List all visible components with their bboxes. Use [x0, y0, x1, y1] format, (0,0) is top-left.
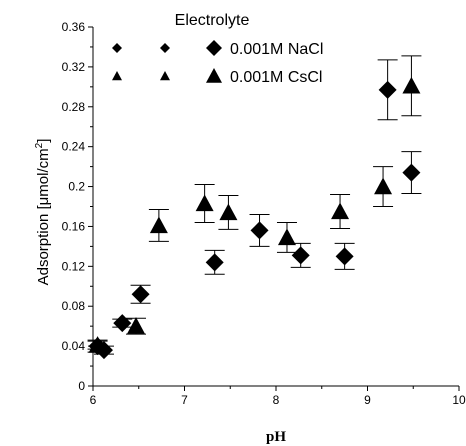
- axes: 0 0.04 0.08 0.12 0.16 0.2 0.24 0.28 0.32 0.36 6 7 8 9…: [62, 20, 466, 407]
- legend-marker-diamond: [112, 43, 122, 53]
- y-axis-title-mu: μ: [35, 197, 52, 206]
- legend-marker-triangle: [112, 71, 122, 81]
- y-tick-label: 0.08: [62, 299, 86, 313]
- data-point-triangle: [402, 76, 421, 94]
- y-tick-label: 0.2: [68, 180, 85, 194]
- x-tick-label: 8: [273, 393, 280, 407]
- legend-marker-triangle: [160, 71, 170, 81]
- y-tick-label: 0: [78, 379, 85, 393]
- data-point-diamond: [402, 163, 421, 182]
- y-tick-label: 0.24: [62, 140, 86, 154]
- data-point-diamond: [113, 314, 132, 333]
- data-point-triangle: [88, 336, 107, 353]
- legend: Electrolyte 0.001M NaCl 0.001M CsCl: [112, 12, 323, 86]
- series-cscl: [87, 55, 422, 353]
- y-tick-label: 0.28: [62, 100, 86, 114]
- y-tick-label: 0.36: [62, 20, 86, 34]
- y-tick-label: 0.16: [62, 219, 86, 233]
- data-point-diamond: [291, 246, 310, 265]
- data-point-triangle: [195, 194, 214, 212]
- y-axis-title-suffix: ]: [35, 139, 52, 143]
- x-axis-title: pH: [266, 429, 286, 445]
- data-point-triangle: [149, 216, 168, 234]
- x-tick-label: 9: [364, 393, 371, 407]
- legend-marker-diamond: [160, 43, 170, 53]
- data-marks: [87, 55, 422, 360]
- data-point-triangle: [277, 228, 296, 246]
- data-point-triangle: [127, 317, 146, 334]
- data-point-diamond: [131, 285, 150, 304]
- data-point-triangle: [374, 177, 393, 195]
- data-point-triangle: [331, 202, 350, 220]
- legend-label: 0.001M NaCl: [230, 41, 323, 58]
- legend-label: 0.001M CsCl: [230, 69, 322, 86]
- series-nacl: [87, 59, 422, 360]
- data-point-triangle: [219, 203, 238, 221]
- legend-marker-diamond: [206, 40, 222, 56]
- x-tick-label: 7: [181, 393, 188, 407]
- data-point-diamond: [335, 247, 354, 266]
- x-tick-label: 6: [90, 393, 97, 407]
- y-axis-title: Adsorption [μmol/cm2]: [34, 139, 52, 286]
- y-axis-title-sup: 2: [34, 142, 45, 148]
- y-tick-label: 0.32: [62, 60, 86, 74]
- x-tick-label: 10: [452, 393, 466, 407]
- legend-title: Electrolyte: [175, 12, 250, 29]
- y-axis-title-unit: mol/cm: [35, 148, 52, 196]
- y-axis-title-prefix: Adsorption [: [35, 205, 52, 286]
- data-point-diamond: [250, 221, 269, 240]
- data-point-diamond: [205, 253, 224, 272]
- data-point-diamond: [378, 80, 397, 99]
- y-tick-label: 0.12: [62, 259, 86, 273]
- y-tick-label: 0.04: [62, 339, 86, 353]
- legend-marker-triangle: [206, 68, 222, 83]
